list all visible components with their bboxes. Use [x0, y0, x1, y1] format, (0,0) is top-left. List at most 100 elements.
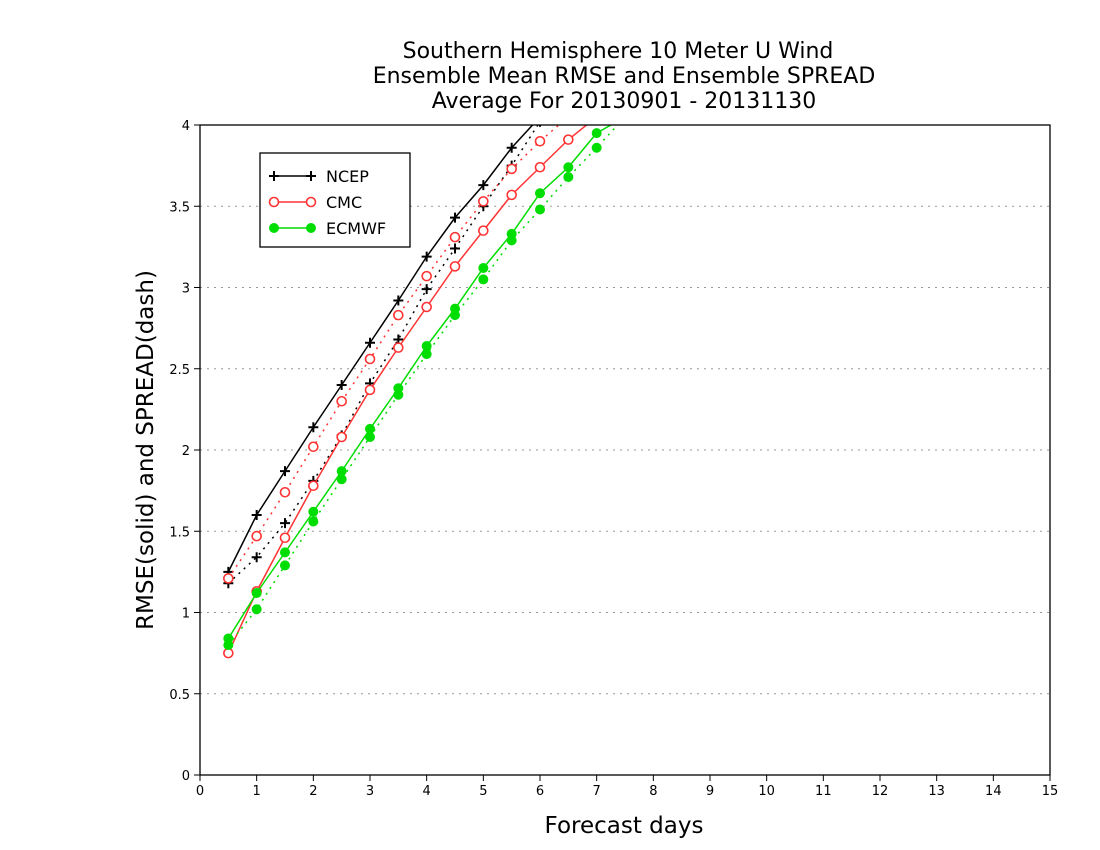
ecmwf-spread-point [563, 172, 574, 182]
title-line-1: Southern Hemisphere 10 Meter U Wind [403, 39, 834, 64]
x-tick-label: 11 [815, 784, 832, 799]
ecmwf-spread-point [251, 604, 262, 615]
ncep-rmse-point [251, 510, 262, 520]
y-tick-label: 3 [182, 282, 190, 297]
legend-box [259, 152, 411, 248]
legend-marker-ecmwf [306, 223, 316, 233]
cmc-rmse-line [227, 125, 588, 654]
ncep-rmse-point [336, 380, 347, 390]
title-line-3: Average For 20130901 - 20131130 [432, 89, 817, 114]
ecmwf-rmse-point [365, 423, 375, 434]
legend-label-cmc: CMC [326, 193, 362, 212]
x-tick-label: 6 [536, 784, 544, 799]
x-axis-title: Forecast days [545, 813, 704, 839]
ncep-spread-point [421, 284, 432, 295]
ecmwf-rmse-point [478, 263, 489, 273]
x-tick-label: 0 [196, 784, 204, 799]
series-cmc [223, 125, 588, 659]
ecmwf-rmse-point [506, 228, 517, 239]
ncep-rmse-point [308, 422, 319, 433]
cmc-spread-point [336, 395, 347, 407]
ecmwf-rmse-point [450, 303, 460, 314]
cmc-rmse-point [534, 161, 546, 173]
y-tick-label: 2 [182, 444, 190, 459]
ecmwf-rmse-point [393, 383, 404, 394]
ncep-rmse-point [421, 251, 432, 262]
y-tick-label: 0.5 [169, 688, 190, 703]
cmc-rmse-point [506, 189, 517, 201]
cmc-rmse-point [336, 431, 347, 443]
cmc-spread-point [506, 163, 517, 175]
cmc-rmse-point [308, 480, 319, 492]
ncep-rmse-point [450, 212, 460, 223]
cmc-spread-point [279, 486, 291, 498]
cmc-spread-point [364, 353, 376, 365]
cmc-spread-point [308, 441, 319, 453]
ncep-rmse-line [227, 125, 534, 573]
cmc-spread-point [251, 530, 262, 542]
ncep-rmse-point [393, 295, 404, 306]
ncep-rmse-point [478, 180, 489, 191]
cmc-rmse-point [364, 384, 376, 396]
title-line-2: Ensemble Mean RMSE and Ensemble SPREAD [373, 64, 876, 89]
legend: NCEP CMC ECMWF [259, 152, 411, 248]
ecmwf-spread-point [591, 142, 602, 153]
series-layer [223, 125, 619, 659]
y-tick-label: 1.5 [169, 525, 190, 540]
cmc-spread-point [421, 270, 432, 282]
x-tick-label: 13 [928, 784, 945, 799]
ecmwf-rmse-point [223, 633, 234, 644]
x-tick-label: 1 [253, 784, 261, 799]
legend-label-ecmwf: ECMWF [326, 219, 386, 238]
ecmwf-rmse-point [563, 162, 574, 173]
cmc-spread-point [449, 231, 461, 243]
x-tick-label: 10 [758, 784, 775, 799]
ncep-spread-point [280, 518, 290, 529]
x-tick-label: 4 [423, 784, 431, 799]
cmc-spread-point [478, 196, 489, 207]
y-tick-label: 1 [182, 607, 190, 622]
legend-marker-ncep [269, 171, 279, 181]
x-tick-label: 14 [985, 784, 1002, 799]
x-tick-label: 15 [1042, 784, 1059, 799]
cmc-rmse-point [563, 134, 574, 145]
ecmwf-rmse-point [336, 466, 347, 477]
legend-item-ncep: NCEP [269, 167, 369, 186]
y-axis-title: RMSE(solid) and SPREAD(dash) [133, 270, 159, 630]
cmc-rmse-point [478, 225, 489, 236]
ecmwf-rmse-point [251, 588, 262, 598]
cmc-rmse-point [449, 261, 461, 272]
legend-marker-ecmwf [269, 223, 279, 233]
ecmwf-spread-point [280, 560, 290, 571]
cmc-spread-point [393, 309, 404, 321]
ecmwf-rmse-point [308, 506, 319, 517]
x-tick-label: 12 [872, 784, 889, 799]
series-ecmwf [223, 125, 619, 650]
x-tick-label: 7 [593, 784, 601, 799]
x-tick-label: 5 [479, 784, 487, 799]
legend-marker-cmc [268, 196, 280, 208]
cmc-spread-point [534, 135, 546, 147]
cmc-rmse-point [421, 301, 432, 313]
y-tick-label: 3.5 [169, 200, 190, 215]
ecmwf-rmse-point [591, 128, 602, 139]
chart-title: Southern Hemisphere 10 Meter U Wind Ense… [373, 39, 876, 114]
ecmwf-spread-point [308, 516, 319, 527]
x-tick-label: 2 [309, 784, 317, 799]
ncep-rmse-point [365, 337, 375, 348]
legend-marker-ncep [306, 171, 316, 181]
ncep-spread-point [251, 552, 262, 563]
ecmwf-spread-point [478, 274, 489, 285]
cmc-spread-point [223, 573, 234, 584]
legend-marker-cmc [305, 196, 317, 208]
x-tick-label: 3 [366, 784, 374, 799]
legend-label-ncep: NCEP [326, 167, 369, 186]
legend-item-cmc: CMC [268, 193, 362, 212]
y-tick-label: 4 [182, 119, 190, 134]
y-tick-label: 0 [182, 769, 190, 784]
ncep-rmse-point [506, 142, 517, 153]
ncep-rmse-point [280, 466, 290, 477]
cmc-rmse-point [393, 342, 404, 353]
ncep-spread-point [450, 243, 460, 254]
